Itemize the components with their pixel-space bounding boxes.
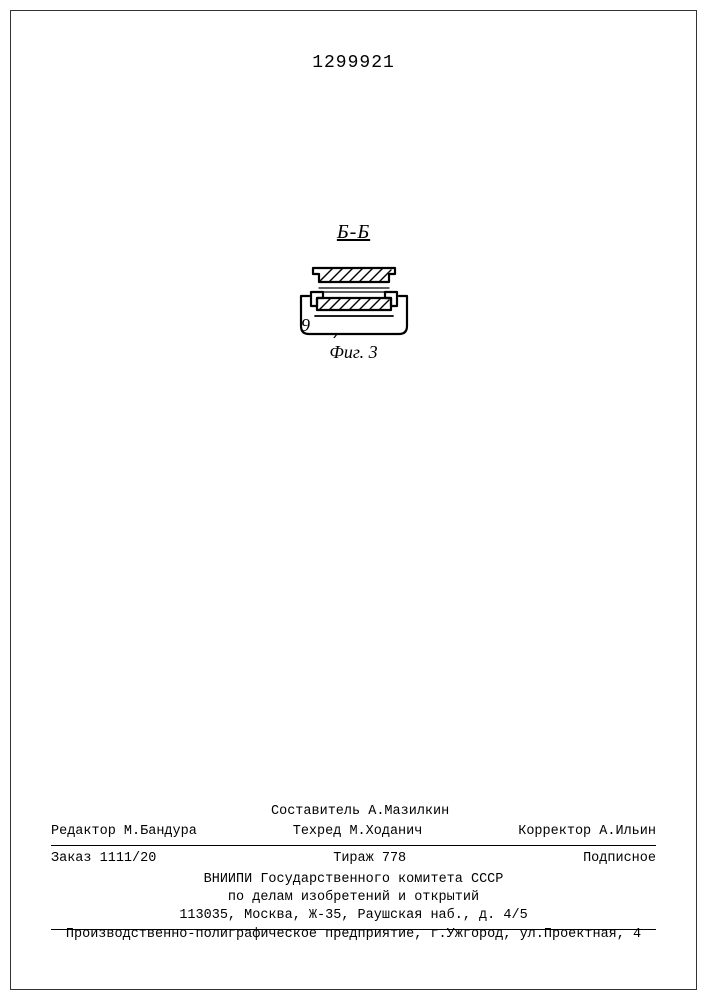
figure-block: Б-Б bbox=[11, 221, 696, 363]
page-number: 1299921 bbox=[11, 53, 696, 73]
tirage: Тираж 778 bbox=[333, 850, 406, 868]
figure-caption: Фиг. 3 bbox=[329, 342, 377, 362]
subscription: Подписное bbox=[583, 850, 656, 868]
org-line-2: по делам изобретений и открытий bbox=[51, 889, 656, 907]
order: Заказ 1111/20 bbox=[51, 850, 156, 868]
editor: Редактор М.Бандура bbox=[51, 823, 197, 841]
org-line-1: ВНИИПИ Государственного комитета СССР bbox=[51, 871, 656, 889]
footer-block: Составитель А.Мазилкин Редактор М.Бандур… bbox=[51, 803, 656, 934]
printer-line: Производственно-полиграфическое предприя… bbox=[51, 927, 656, 942]
divider bbox=[51, 845, 656, 846]
ref-number-9: 9 bbox=[301, 315, 310, 336]
techred: Техред М.Ходанич bbox=[293, 823, 423, 841]
composer-line: Составитель А.Мазилкин bbox=[51, 803, 656, 821]
corrector: Корректор А.Ильин bbox=[518, 823, 656, 841]
section-label: Б-Б bbox=[337, 221, 370, 244]
address: 113035, Москва, Ж-35, Раушская наб., д. … bbox=[51, 907, 656, 925]
